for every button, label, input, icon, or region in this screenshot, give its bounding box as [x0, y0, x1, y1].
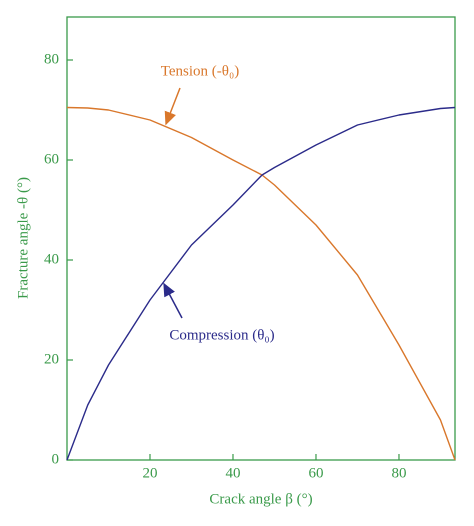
- y-tick-label: 60: [44, 151, 59, 167]
- plot-frame: [66, 16, 456, 461]
- line-series: [66, 106, 456, 461]
- tension-arrow: [164, 87, 181, 126]
- y-tick-label: 80: [44, 51, 59, 67]
- y-tick-label: 0: [52, 451, 60, 467]
- compression-arrow: [163, 282, 183, 319]
- y-tick-label: 20: [44, 351, 59, 367]
- line-series: [66, 106, 456, 461]
- x-axis-label: Crack angle β (°): [209, 491, 312, 507]
- y-tick-label: 40: [44, 251, 59, 267]
- tension-annotation: Tension (-θ₀): [161, 63, 239, 79]
- y-axis-label: Fracture angle -θ (°): [15, 177, 31, 299]
- x-tick-label: 40: [225, 465, 240, 481]
- compression-annotation: Compression (θ₀): [169, 327, 274, 343]
- x-tick-label: 60: [308, 465, 323, 481]
- x-tick-label: 80: [391, 465, 406, 481]
- x-tick-label: 20: [142, 465, 157, 481]
